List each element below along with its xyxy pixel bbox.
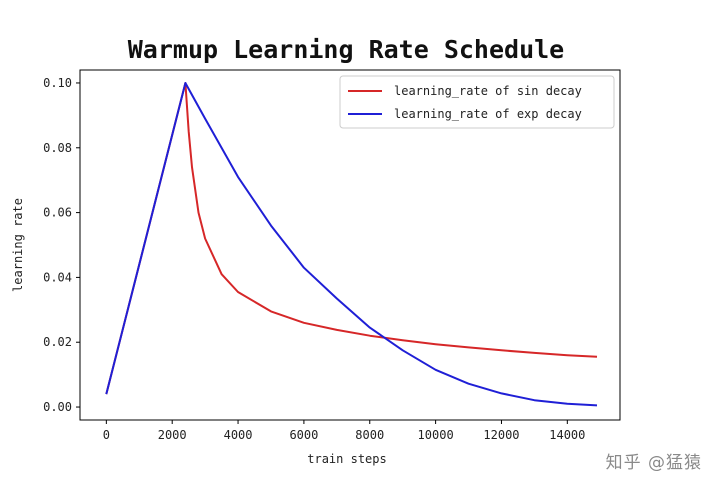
x-tick-label: 8000	[355, 428, 384, 442]
x-tick-label: 4000	[224, 428, 253, 442]
x-tick-label: 2000	[158, 428, 187, 442]
y-axis-label: learning rate	[11, 198, 25, 292]
y-tick-label: 0.10	[43, 76, 72, 90]
x-tick-label: 14000	[549, 428, 585, 442]
legend-label-sin: learning_rate of sin decay	[394, 84, 582, 98]
y-tick-label: 0.04	[43, 270, 72, 284]
legend-label-exp: learning_rate of exp decay	[394, 107, 582, 121]
y-tick-label: 0.08	[43, 141, 72, 155]
y-tick-label: 0.02	[43, 335, 72, 349]
y-tick-label: 0.00	[43, 400, 72, 414]
x-tick-label: 6000	[289, 428, 318, 442]
x-tick-label: 10000	[418, 428, 454, 442]
series-line-1	[105, 82, 598, 407]
series-layer	[105, 82, 598, 407]
x-tick-label: 12000	[483, 428, 519, 442]
x-tick-label: 0	[103, 428, 110, 442]
chart-title: Warmup Learning Rate Schedule	[128, 35, 565, 64]
series-line-0	[105, 82, 598, 395]
plot-frame	[79, 69, 621, 421]
y-axis-ticks: 0.00 0.02 0.04 0.06 0.08 0.10	[43, 76, 80, 414]
legend-box	[339, 75, 615, 129]
watermark: 知乎 @猛猿	[605, 453, 702, 473]
y-tick-label: 0.06	[43, 206, 72, 220]
x-axis-ticks: 0 2000 4000 6000 8000 10000 12000 14000	[103, 420, 585, 442]
legend: learning_rate of sin decay learning_rate…	[339, 75, 615, 129]
x-axis-label: train steps	[307, 452, 386, 466]
